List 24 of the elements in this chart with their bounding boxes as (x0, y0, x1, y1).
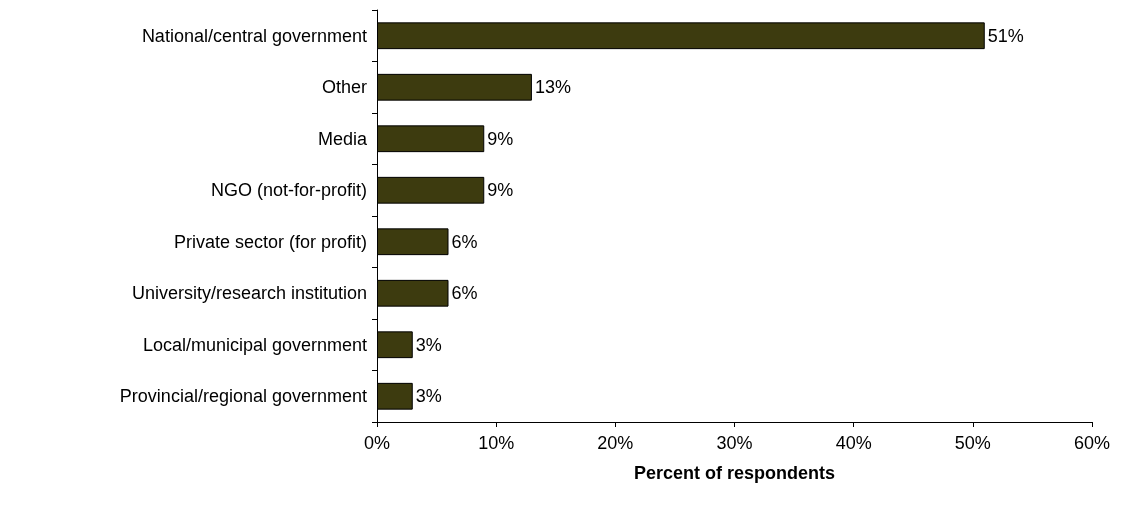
data-label: 6% (451, 283, 478, 304)
y-tick-label: Provincial/regional government (119, 386, 367, 407)
y-tick-label: National/central government (141, 25, 367, 46)
y-tick-label: Other (321, 77, 367, 98)
x-tick-label: 40% (835, 433, 872, 453)
y-tick-label: NGO (not-for-profit) (210, 180, 367, 201)
y-tick-label: Private sector (for profit) (173, 231, 367, 252)
x-axis-title: Percent of respondents (633, 463, 836, 483)
y-tick-label: Media (317, 128, 368, 149)
data-label: 3% (415, 334, 442, 355)
x-tick-label: 60% (1073, 433, 1111, 453)
x-tick-label: 10% (478, 433, 515, 453)
x-tick-label: 50% (954, 433, 991, 453)
data-label: 51% (987, 25, 1024, 46)
x-tick-label: 30% (716, 433, 753, 453)
y-tick-label: Local/municipal government (142, 334, 367, 355)
y-tick-label: University/research institution (131, 283, 367, 304)
x-tick-label: 0% (363, 433, 391, 453)
data-label: 6% (451, 231, 478, 252)
data-label: 3% (415, 386, 442, 407)
data-label: 9% (487, 128, 514, 149)
x-tick-label: 20% (597, 433, 634, 453)
data-label: 9% (487, 180, 514, 201)
data-label: 13% (534, 77, 571, 98)
